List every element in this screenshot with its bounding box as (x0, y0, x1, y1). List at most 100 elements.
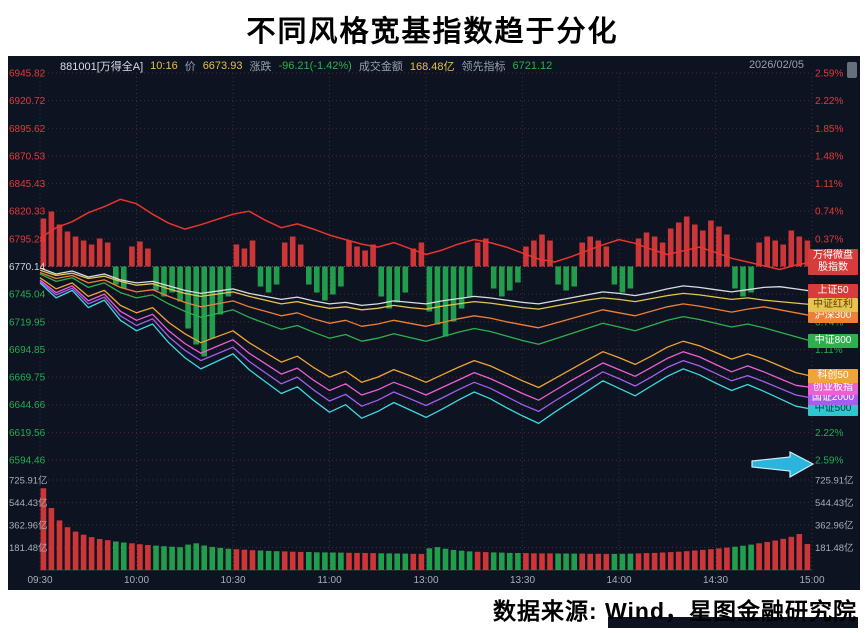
volume-bar (306, 552, 312, 570)
percent-axis-label: 1.48% (815, 151, 843, 162)
volume-bar (281, 551, 288, 570)
legend-badge-zz500: 中证500 (808, 402, 858, 416)
price-axis-label: 6920.72 (9, 96, 46, 107)
turnover-bar (571, 266, 577, 287)
volume-bar (257, 550, 264, 570)
volume-bar (64, 527, 71, 570)
volume-bar (209, 546, 216, 570)
turnover-bar (209, 266, 216, 339)
volume-bar (692, 550, 698, 570)
time-axis-label: 09:30 (27, 575, 52, 586)
volume-bar (716, 548, 722, 570)
turnover-bar (724, 234, 730, 267)
volume-bar (201, 545, 207, 570)
price-axis-label: 6594.46 (9, 456, 46, 467)
turnover-bar (772, 240, 778, 267)
highlight-arrow-icon (751, 451, 815, 479)
volume-bar (700, 549, 706, 570)
volume-bar (314, 552, 320, 570)
turnover-bar (297, 244, 304, 267)
volume-bar (394, 553, 400, 570)
volume-bar (667, 552, 674, 570)
time-axis-label: 11:00 (317, 575, 342, 586)
volume-bar (531, 553, 537, 570)
page-title: 不同风格宽基指数趋于分化 (246, 16, 619, 48)
volume-bar (611, 553, 618, 570)
volume-bar (555, 553, 561, 570)
volume-bar (539, 553, 545, 570)
chart-plot-area[interactable]: 6945.82 6920.72 6895.62 6870.53 6845.43 6820.… (8, 56, 860, 590)
turnover-bar (619, 266, 626, 293)
volume-bar (330, 552, 336, 570)
turnover-bar (756, 242, 762, 267)
turnover-bar (129, 246, 135, 267)
turnover-bar (635, 238, 642, 267)
index-line-zzhl (39, 269, 813, 311)
turnover-bar (48, 211, 55, 267)
turnover-bar (659, 242, 666, 267)
turnover-bar (378, 266, 384, 297)
turnover-bar (370, 244, 376, 267)
volume-bar (241, 549, 248, 570)
volume-bar (772, 540, 778, 570)
data-source-note: 数据来源: Wind，星图金融研究院 (492, 598, 857, 624)
turnover-bar (257, 266, 264, 287)
volume-bar (507, 552, 513, 570)
volume-bar (756, 543, 762, 570)
time-axis-label: 14:00 (606, 575, 631, 586)
volume-bar (683, 551, 690, 570)
price-axis-label: 6669.75 (9, 373, 46, 384)
volume-bar (40, 488, 47, 570)
volume-bar (796, 534, 803, 570)
chart-info-bar: 881001[万得全A] 10:16 价 6673.93 涨跌 -96.21(-… (60, 59, 552, 73)
price-label: 价 (184, 61, 196, 73)
index-line-gz2000 (39, 280, 813, 413)
price-axis-label: 6845.43 (9, 179, 46, 190)
turnover-bar (402, 266, 409, 293)
index-line-zz800 (39, 273, 813, 345)
price-axis-label: 6795.24 (9, 234, 46, 245)
turnover-bar (732, 266, 738, 289)
price-axis-label: 6770.14 (9, 262, 46, 273)
change-value: -96.21(-1.42%) (278, 60, 352, 72)
turnover-bar (643, 232, 650, 267)
volume-bar (129, 543, 135, 570)
index-line-sh50 (39, 267, 813, 307)
corner-widget-icon[interactable] (847, 62, 857, 78)
turnover-bar (627, 266, 634, 289)
volume-bar (635, 553, 642, 570)
turnover-bar (579, 242, 585, 267)
volume-bar (121, 542, 127, 570)
legend-badge-zz800: 中证800 (808, 334, 858, 348)
volume-bar (289, 551, 296, 570)
percent-axis-label: 2.59% (815, 456, 843, 467)
change-label: 涨跌 (249, 61, 272, 73)
volume-bar (169, 546, 175, 570)
chart-date: 2026/02/05 (748, 59, 804, 71)
volume-bar (161, 546, 167, 570)
quote-time: 10:16 (150, 60, 178, 72)
time-axis-label: 15:00 (799, 575, 824, 586)
turnover-bar (346, 240, 352, 267)
time-axis-label: 14:30 (703, 575, 728, 586)
price-axis-label: 6745.04 (9, 290, 46, 301)
volume-bar (619, 553, 626, 570)
turnover-bar (96, 238, 103, 267)
percent-axis-label: 2.22% (815, 428, 843, 439)
turnover-bar (161, 266, 167, 297)
turnover-bar (314, 266, 320, 293)
turnover-bar (121, 266, 127, 289)
turnover-bar (667, 228, 674, 267)
volume-bar (474, 551, 481, 570)
volume-bar (96, 539, 103, 570)
turnover-bar (523, 246, 529, 267)
volume-axis-label-left: 181.48亿 (9, 542, 48, 554)
volume-bar (804, 544, 811, 570)
turnover-bar (692, 224, 698, 267)
turnover-bar (708, 220, 714, 267)
turnover-bar (185, 266, 191, 329)
leading-value: 6721.12 (512, 60, 553, 72)
turnover-bar (169, 266, 175, 293)
time-axis-label: 13:00 (413, 575, 438, 586)
